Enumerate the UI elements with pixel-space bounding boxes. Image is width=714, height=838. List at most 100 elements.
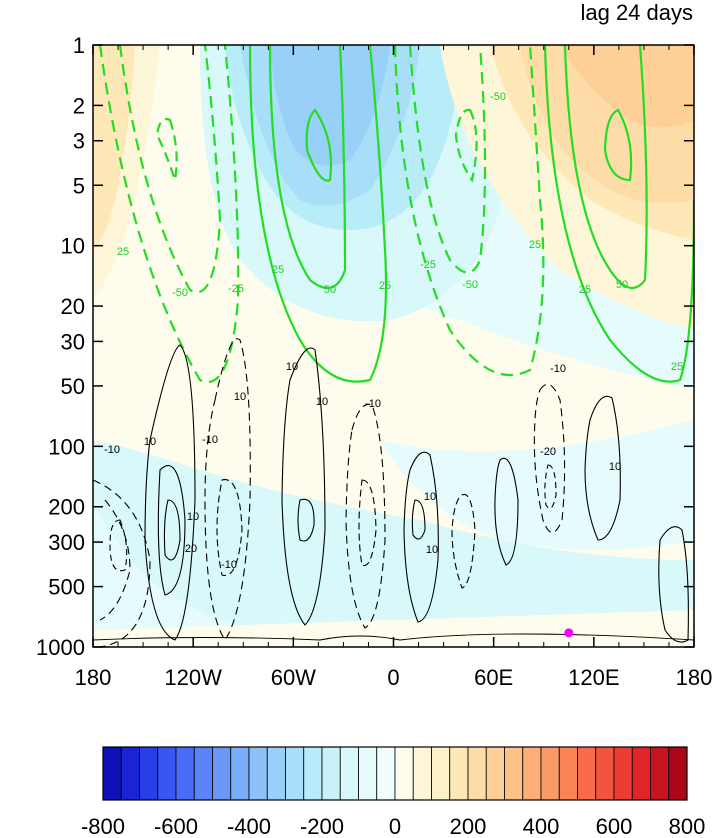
colorbar-box (631, 746, 651, 801)
green-contour-pos-6 (603, 108, 633, 182)
black-contour-13 (403, 451, 439, 623)
y-tick-label: 20 (61, 294, 85, 319)
shaded-field (93, 45, 694, 647)
colorbar-tick-label: -800 (81, 814, 125, 838)
y-tick-label: 1 (73, 33, 85, 58)
green-contour-pos-5 (563, 45, 648, 290)
black-contour-3 (109, 519, 128, 572)
x-tick-label: 180 (75, 665, 112, 690)
black-contour-5 (157, 465, 186, 596)
colorbar-box (467, 746, 487, 801)
colorbar-tick-label: 600 (596, 814, 633, 838)
green-contour-neg-5 (408, 45, 487, 274)
colorbar-box (485, 746, 505, 801)
colorbar-box (558, 746, 578, 801)
black-contour-16 (494, 457, 519, 566)
black-contour-7 (204, 338, 251, 641)
colorbar-tick-label: 200 (450, 814, 487, 838)
colorbar-box (175, 746, 195, 801)
colorbar-box (577, 746, 597, 801)
colorbar-tick-label: 800 (669, 814, 706, 838)
shade-blue-3 (270, 45, 390, 166)
black-contour-labels: -10 10 -10 10 10 -10 -10 10 20 -20 10 -10 10 10 10 (104, 361, 621, 571)
shade-orange-left (93, 45, 135, 250)
black-contour-11 (345, 403, 386, 629)
colorbar (102, 746, 688, 801)
black-contour-label: -10 (365, 398, 381, 410)
colorbar-box (285, 746, 305, 801)
x-tick-label: 120E (568, 665, 619, 690)
black-contour-8 (216, 479, 243, 576)
green-contour-label: 25 (529, 239, 541, 251)
colorbar-box (504, 746, 524, 801)
colorbar-frame (102, 746, 688, 801)
colorbar-box (522, 746, 542, 801)
x-axis: 180 120W 60W 0 60E 120E 180 (75, 45, 712, 690)
black-contour-label: 10 (609, 461, 621, 473)
green-contour-labels: 25 -50 -25 25 50 -25 -50 25 25 50 25 -50 25 (117, 91, 683, 373)
colorbar-tick-label: 0 (389, 814, 401, 838)
green-contour-pos-3 (305, 108, 333, 182)
colorbar-box (139, 746, 159, 801)
black-contour-12 (358, 479, 377, 567)
colorbar-box (102, 746, 122, 801)
green-contour-label: -50 (490, 91, 506, 103)
black-contour-6 (163, 499, 181, 561)
green-contour-neg-2 (118, 45, 222, 294)
x-tick-label: 120W (164, 665, 222, 690)
colorbar-box (230, 746, 250, 801)
shade-cyan-low-left-2 (93, 500, 300, 647)
colorbar-box (394, 746, 414, 801)
green-contour-label: -25 (228, 283, 244, 295)
y-tick-label: 5 (73, 173, 85, 198)
black-contour-9 (281, 347, 326, 626)
colorbar-box (431, 746, 451, 801)
green-contour-pos-1 (248, 45, 388, 383)
black-contour-label: -10 (202, 434, 218, 446)
black-contour-label: -20 (540, 446, 556, 458)
colorbar-box (303, 746, 323, 801)
colorbar-tick-label: -600 (154, 814, 198, 838)
black-contour-label: -10 (104, 444, 120, 456)
colorbar-box (266, 746, 286, 801)
green-contour-label: 25 (117, 246, 129, 258)
y-tick-label: 300 (48, 530, 85, 555)
black-contour-1 (93, 479, 151, 647)
colorbar-box (157, 746, 177, 801)
green-contour-label: -25 (420, 259, 436, 271)
y-tick-label: 30 (61, 329, 85, 354)
shade-orange-right-3 (560, 45, 694, 128)
black-contour-label: 10 (426, 544, 438, 556)
green-contours (98, 45, 694, 383)
colorbar-box (120, 746, 140, 801)
green-contour-label: -50 (462, 279, 478, 291)
colorbar-box (650, 746, 670, 801)
colorbar-box (449, 746, 469, 801)
black-contour-label: 10 (144, 436, 156, 448)
green-contour-label: 25 (272, 264, 284, 276)
y-tick-label: 3 (73, 129, 85, 154)
green-contour-label: -50 (172, 287, 188, 299)
y-tick-label: 200 (48, 495, 85, 520)
black-contour-label: 10 (316, 396, 328, 408)
colorbar-box (193, 746, 213, 801)
x-tick-label: 60E (474, 665, 513, 690)
green-contour-label: 50 (324, 284, 336, 296)
black-contour-18 (544, 464, 557, 509)
black-contour-label: 10 (187, 511, 199, 523)
colorbar-tick-label: 400 (523, 814, 560, 838)
black-contour-14 (411, 499, 426, 540)
y-axis: 1 2 3 5 10 20 30 50 100 200 300 500 1000 (36, 33, 694, 660)
black-contour-2 (99, 499, 131, 621)
green-contour-label: 50 (616, 279, 628, 291)
black-contour-15 (451, 493, 476, 589)
x-tick-label: 0 (387, 665, 399, 690)
colorbar-box (358, 746, 378, 801)
black-contour-label: -10 (550, 363, 566, 375)
colorbar-box (212, 746, 232, 801)
green-contour-neg-3 (155, 117, 178, 181)
green-contour-label: 25 (671, 361, 683, 373)
black-contour-label: 10 (234, 391, 246, 403)
colorbar-box (321, 746, 341, 801)
y-tick-label: 50 (61, 374, 85, 399)
